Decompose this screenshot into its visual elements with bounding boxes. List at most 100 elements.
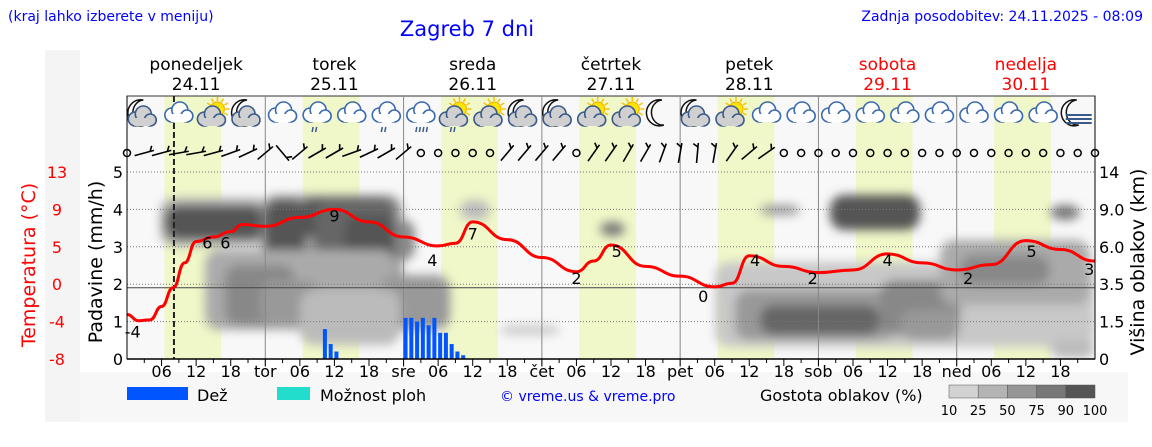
cloud-shape <box>412 114 429 122</box>
cloud-icon <box>993 101 1024 123</box>
cloud-density-blob <box>1050 205 1080 220</box>
wind-barb-icon <box>359 144 379 158</box>
wind-calm-icon <box>1004 148 1013 158</box>
wind-barb-icon <box>221 145 241 158</box>
rain-bar <box>328 344 333 359</box>
x-tick-label: 06 <box>981 362 1001 381</box>
cloud-shape <box>309 114 326 122</box>
temperature-data-label: -4 <box>125 322 141 341</box>
temperature-axis-label: Temperatura (°C) <box>18 183 40 348</box>
sun-ray <box>448 102 453 106</box>
cloud-icon <box>164 101 194 123</box>
sun-ray <box>621 102 626 106</box>
wind-barb-icon <box>151 145 172 157</box>
wind-feather <box>611 142 616 149</box>
cloud-shape <box>274 114 291 122</box>
wind-barb-icon <box>534 142 549 162</box>
sun-cloud-icon <box>715 97 748 127</box>
x-tick-label: 18 <box>912 362 932 381</box>
x-tick-label: 18 <box>221 362 241 381</box>
wind-feather <box>252 144 255 151</box>
cloud-density-blob <box>500 325 560 335</box>
wind-barb-icon <box>725 142 739 162</box>
sun-cloud-icon <box>576 97 610 127</box>
cloud-shape <box>170 114 187 122</box>
sun-ray <box>500 112 505 116</box>
copyright-link[interactable]: © vreme.us & vreme.pro <box>500 389 675 405</box>
rain-drop <box>425 126 429 133</box>
wind-barb-icon <box>238 144 258 158</box>
legend-rain-swatch <box>127 387 188 400</box>
wind-feather <box>692 142 699 148</box>
precipitation-tick-label: 5 <box>113 163 123 182</box>
cloud-shape <box>134 118 151 126</box>
wind-feather <box>594 142 598 149</box>
x-tick-label: sre <box>391 362 415 381</box>
cloud-icon <box>890 101 920 123</box>
wind-barb-icon <box>186 146 207 156</box>
wind-calm-icon <box>485 148 495 158</box>
cloud-height-tick-label: 14 <box>1099 163 1119 182</box>
colorbar-tick-label: 100 <box>1083 404 1108 419</box>
temperature-tick-label: 13 <box>47 163 67 182</box>
sun-ray <box>223 112 229 116</box>
wind-feather <box>235 145 239 152</box>
cloud-drizzle-icon <box>302 101 332 133</box>
x-tick-label: 06 <box>151 362 171 381</box>
temperature-series: -4 6 6 9 4 7 2 5 0 4 2 4 2 5 3 <box>125 207 1095 341</box>
cloud-icon <box>820 101 851 123</box>
cloud-shape <box>378 114 395 122</box>
cloud-drizzle-icon <box>371 101 402 133</box>
wind-calm-icon <box>952 148 961 158</box>
x-tick-label: čet <box>529 362 554 381</box>
day-date: 30.11 <box>1002 75 1051 95</box>
moon-cloud-icon <box>230 99 261 127</box>
temperature-data-label: 2 <box>963 269 973 288</box>
precipitation-tick-label: 3 <box>113 238 123 257</box>
region-hint[interactable]: (kraj lahko izberete v meniju) <box>8 9 214 25</box>
wind-feather <box>525 142 530 149</box>
day-name: nedelja <box>995 55 1057 75</box>
moon-cloud-icon <box>542 99 572 127</box>
x-tick-label: 12 <box>324 362 344 381</box>
sun-cloud-icon <box>611 97 645 127</box>
cloud-density-colorbar: 10 25 50 75 90 100 <box>941 384 1108 419</box>
colorbar-segment <box>1007 384 1037 399</box>
moon-icon <box>645 99 665 127</box>
rain-bar <box>409 317 414 359</box>
day-date: 26.11 <box>448 75 497 95</box>
precipitation-tick-label: 4 <box>113 200 123 219</box>
wind-feather <box>338 144 341 151</box>
x-tick-label: 18 <box>635 362 655 381</box>
wind-barb-icon <box>134 145 155 157</box>
sun-cloud-icon <box>196 97 230 127</box>
temperature-data-label: 6 <box>220 233 230 252</box>
wind-calm-icon <box>416 148 426 158</box>
colorbar-segment <box>977 384 1008 399</box>
colorbar-tick-label: 90 <box>1058 404 1075 419</box>
cloud-density-blob <box>460 200 490 220</box>
cloud-shape <box>514 118 531 126</box>
wind-calm-icon <box>848 148 858 158</box>
sun-ray <box>729 98 733 103</box>
wind-feather <box>732 142 737 149</box>
wind-feather <box>645 142 650 149</box>
wind-barb-icon <box>692 142 700 164</box>
day-name: četrtek <box>581 55 642 75</box>
wind-feather <box>356 145 360 152</box>
wind-barb-icon <box>395 143 412 161</box>
wind-feather <box>268 143 271 150</box>
sun-ray <box>462 98 467 103</box>
moon-shape <box>1060 99 1079 127</box>
wind-calm-icon <box>900 148 910 158</box>
rain-bar <box>403 317 408 359</box>
cloud-icon <box>336 101 367 123</box>
wind-feather <box>627 142 632 149</box>
weather-icons-row <box>127 97 1092 133</box>
day-name: sreda <box>449 55 496 75</box>
cloud-density-blob <box>1050 340 1095 358</box>
wind-barb-icon <box>168 146 189 156</box>
day-name: sobota <box>859 55 917 75</box>
